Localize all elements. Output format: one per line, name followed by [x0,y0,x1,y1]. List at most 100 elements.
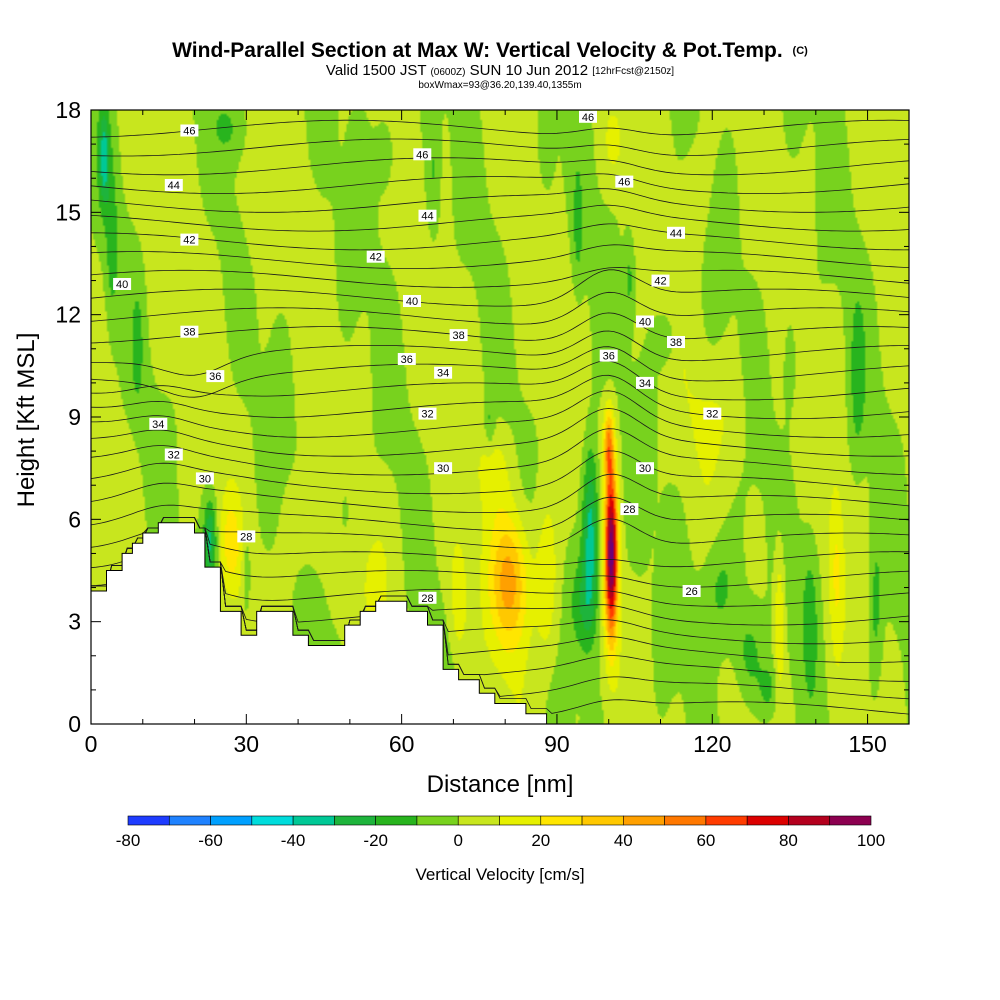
contour-label-text: 40 [406,296,418,308]
contour-label-bg [180,233,199,246]
subtitle-part: Valid 1500 JST [326,62,431,79]
contour-label-text: 28 [623,504,635,516]
isentrope-line [91,374,909,420]
isentrope-line [91,244,909,269]
contour-label: 46 [579,110,597,124]
isentrope-line [91,204,909,232]
contour-label-text: 38 [452,330,464,342]
contour-label: 42 [366,250,385,264]
contour-label-text: 40 [639,317,651,329]
contour-label-bg [195,472,214,485]
contour-label: 42 [651,274,670,288]
contour-label: 26 [682,585,701,598]
contour-label-text: 32 [706,409,718,421]
contour-labels: 46 46 46 46 44 44 44 42 42 42 40 40 40 38 38 38 36 36 36 34… [113,110,722,605]
contour-label-text: 38 [670,337,682,349]
chart-subtitle: Valid 1500 JST (0600Z) SUN 10 Jun 2012 [… [326,62,674,91]
contour-label: 44 [164,179,183,192]
y-tick-label: 6 [68,506,81,532]
contour-label-bg [682,585,701,597]
colorbar-label: -40 [281,831,306,850]
terrain-mask [91,522,909,724]
svg-text:Wind-Parallel Section at Max W: Wind-Parallel Section at Max W: Vertical… [172,39,808,62]
contour-label-text: 44 [670,228,682,240]
colorbar-label: 0 [453,831,462,850]
colorbar-swatch [499,815,542,826]
contour-label-text: 46 [183,126,195,138]
contour-label-bg [434,462,453,475]
isentrope-line [91,267,909,288]
contour-label-text: 32 [168,450,180,462]
x-axis-label: Distance [nm] [427,771,574,798]
contour-label-bg [636,315,654,328]
contour-label: 28 [418,591,437,605]
x-tick-label: 0 [85,731,98,757]
contour-label-bg [397,353,416,365]
contour-label-text: 44 [168,180,180,192]
contour-label-text: 30 [639,463,651,475]
colorbar-label: 80 [779,831,798,850]
subtitle-part: (0600Z) [430,67,465,78]
isentrope-line [91,450,909,495]
plot-area: 46 46 46 46 44 44 44 42 42 42 40 40 40 38 38 38 36 36 36 34… [91,110,909,724]
isentrope-line [91,157,909,176]
colorbar-swatch [334,815,376,826]
contour-label-text: 42 [654,276,666,288]
contour-label-text: 46 [582,112,594,124]
colorbar-title: Vertical Velocity [cm/s] [415,865,584,884]
contour-label-bg [667,336,685,348]
contour-label-text: 34 [152,419,164,431]
contour-label-text: 42 [370,252,382,264]
isentrope-line [91,360,909,401]
contour-label-bg [237,530,256,543]
isentrope-line [91,291,909,325]
contour-label: 30 [195,472,214,485]
contour-label-bg [579,110,597,123]
contour-label-bg [413,148,432,161]
colorbar-swatch [168,815,211,826]
isentrope-line [91,496,909,532]
colorbar-label: -80 [116,831,141,850]
colorbar-label: -20 [363,831,388,850]
isentrope-line [91,138,909,157]
isentrope-line [91,517,909,588]
contour-label-bg [206,370,225,383]
contour-label: 44 [667,226,685,240]
colorbar-swatch [416,815,459,826]
contour-label-text: 42 [183,235,195,247]
y-tick-label: 0 [68,711,81,737]
isentrope-line [91,390,909,438]
colorbar-swatch [623,815,665,826]
contour-label-bg [449,329,468,342]
contour-label-text: 36 [401,354,413,366]
title-mark: (C) [793,45,809,57]
contour-label-bg [164,179,183,191]
y-tick-label: 18 [55,97,81,123]
contour-label-bg [599,349,618,362]
colorbar-swatch [457,815,500,826]
isentrope-line [91,223,909,251]
isentrope-line [91,517,909,549]
contour-label-text: 34 [437,368,449,380]
contour-label: 46 [413,148,432,161]
x-tick-label: 120 [693,731,731,757]
potential-temperature-contours [91,119,909,715]
contour-label: 36 [599,349,618,363]
contour-label: 40 [113,278,132,291]
contour-label-bg [418,209,437,222]
isentrope-line [91,517,909,607]
colorbar-swatch [127,815,170,826]
isentrope-line [91,517,909,569]
contour-label: 34 [434,366,453,380]
contour-label: 42 [180,233,199,247]
colorbar-swatch [251,815,294,826]
contour-label-bg [615,175,634,188]
colorbar-label: 40 [614,831,633,850]
contour-label-text: 28 [240,531,252,543]
colorbar-label: 100 [857,831,885,850]
contour-label: 30 [636,462,654,475]
colorbar-swatch [829,815,872,826]
contour-label-text: 26 [685,586,697,598]
contour-label-bg [418,407,437,420]
contour-label-text: 34 [639,378,651,390]
